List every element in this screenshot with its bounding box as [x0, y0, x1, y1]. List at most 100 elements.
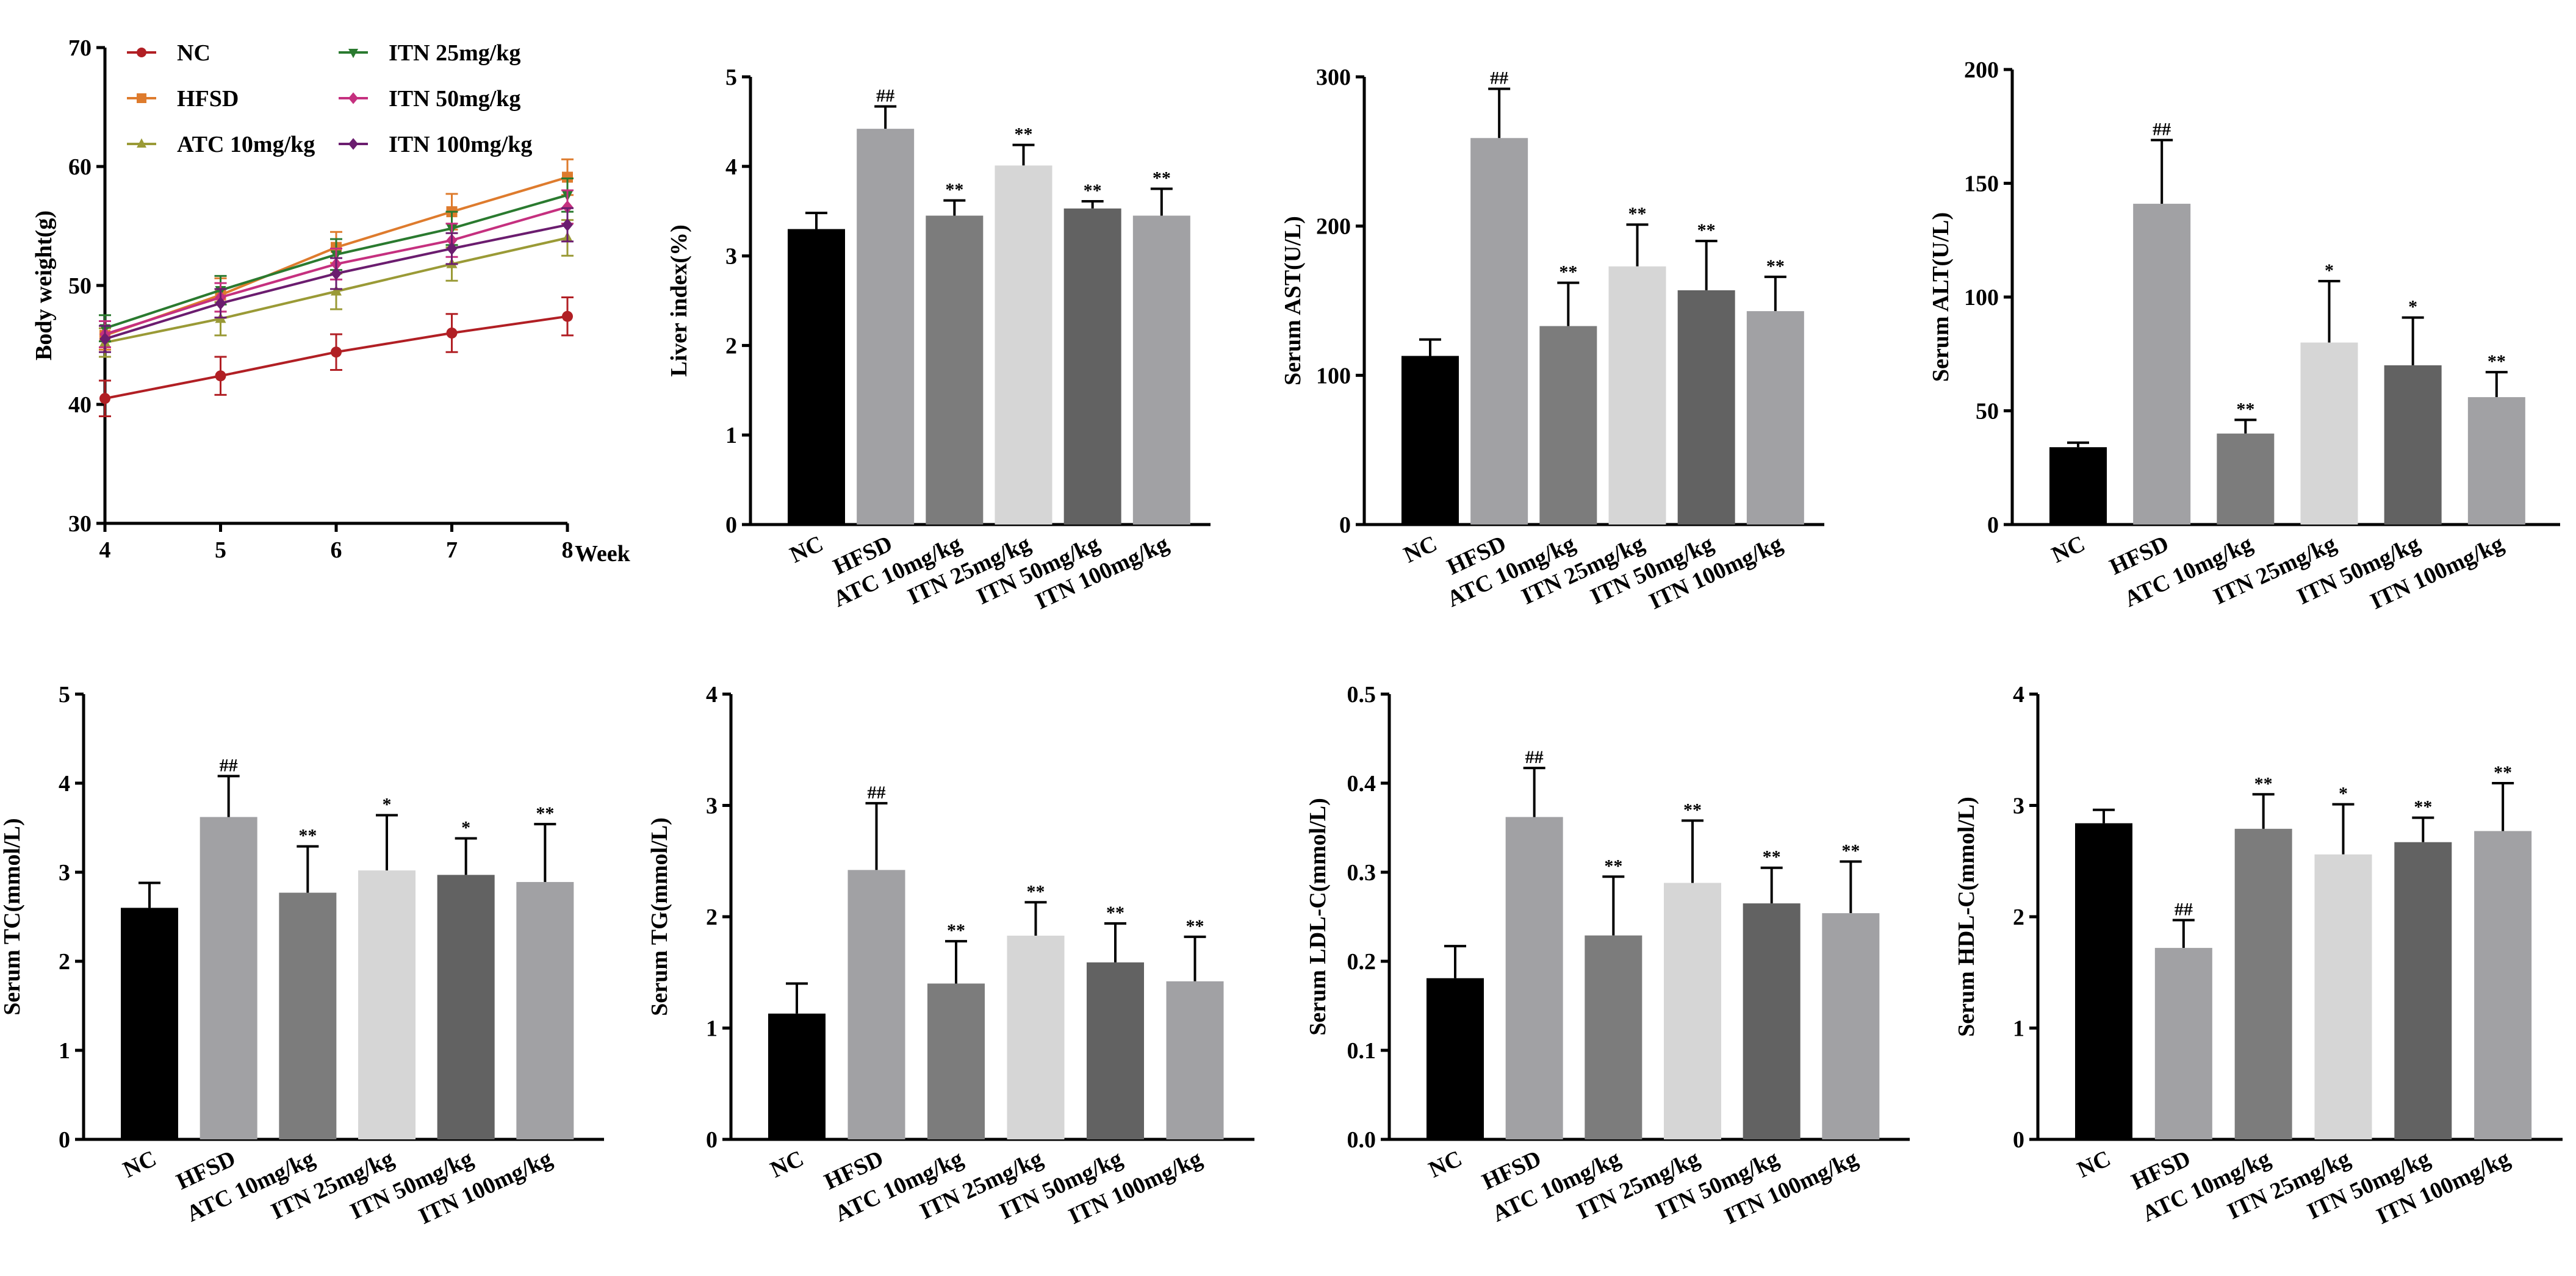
legend-marker	[137, 138, 146, 148]
significance-label: **	[2494, 762, 2512, 783]
bar-hfsd: ##HFSD	[2106, 120, 2191, 580]
y-tick-label: 2	[59, 949, 70, 975]
significance-label: **	[1841, 841, 1860, 861]
significance-label: **	[2488, 351, 2506, 371]
x-tick-label: NC	[2048, 531, 2089, 568]
y-tick-label: 0	[2013, 1127, 2024, 1153]
data-point	[331, 267, 342, 281]
significance-label: **	[945, 180, 963, 200]
y-axis-label: Serum ALT(U/L)	[1928, 212, 1954, 382]
legend: NC HFSD ATC 10mg/kg ITN 25mg/kg ITN 50mg/kg I…	[127, 40, 532, 157]
legend-label: ITN 100mg/kg	[389, 132, 532, 157]
bar-rect	[1007, 936, 1065, 1139]
bar-rect	[2394, 842, 2452, 1139]
x-tick-label: NC	[1425, 1145, 1466, 1183]
legend-label: HFSD	[177, 86, 239, 112]
bar-rect	[2314, 854, 2372, 1139]
y-tick-label: 60	[68, 154, 92, 180]
significance-label: **	[2414, 797, 2432, 817]
bar-rect	[995, 165, 1052, 525]
x-tick-label: 5	[215, 537, 226, 563]
bar-rect	[1822, 913, 1880, 1139]
bar-rect	[2133, 204, 2191, 525]
y-axis-label: Serum TC(mmol/L)	[0, 818, 25, 1015]
y-tick-label: 5	[59, 682, 70, 708]
legend-marker	[137, 48, 146, 57]
significance-label: **	[1604, 856, 1622, 876]
bar-rect	[1585, 935, 1642, 1139]
y-axis-label: Serum LDL-C(mmol/L)	[1305, 798, 1331, 1035]
y-tick-label: 1	[725, 423, 737, 448]
significance-label: *	[383, 795, 392, 815]
y-tick-label: 40	[68, 392, 92, 418]
bar-rect	[926, 215, 984, 525]
y-tick-label: 0	[725, 512, 737, 538]
bar-rect	[1132, 215, 1190, 525]
significance-label: ##	[220, 755, 238, 775]
y-tick-label: 2	[725, 333, 737, 359]
bar-rect	[1608, 266, 1666, 525]
significance-label: **	[1628, 204, 1647, 224]
bar-rect	[927, 983, 985, 1139]
legend-label: NC	[177, 40, 210, 66]
significance-label: **	[1027, 881, 1045, 901]
y-tick-label: 30	[68, 511, 92, 537]
significance-label: **	[1084, 181, 1102, 201]
bar-rect	[857, 129, 915, 525]
significance-label: **	[2254, 773, 2273, 794]
bar-rect	[1677, 290, 1735, 525]
bar-nc: NC	[766, 982, 826, 1183]
bar-hfsd: ##HFSD	[2128, 899, 2212, 1195]
x-tick-label: NC	[786, 531, 827, 568]
x-tick-label: NC	[2073, 1145, 2114, 1183]
y-tick-label: 100	[1316, 363, 1351, 389]
x-tick-label: 8	[562, 537, 574, 563]
bar-rect	[2217, 433, 2275, 525]
y-tick-label: 0	[59, 1127, 70, 1153]
y-tick-label: 4	[2013, 682, 2024, 708]
data-point	[331, 285, 342, 296]
y-tick-label: 200	[1964, 57, 1999, 83]
bar-rect	[1505, 817, 1563, 1139]
bar-rect	[279, 892, 337, 1139]
bar-rect	[1539, 326, 1597, 525]
bar-rect	[2154, 948, 2212, 1139]
y-tick-label: 100	[1964, 285, 1999, 310]
significance-label: *	[2339, 784, 2348, 804]
x-axis-label: Week	[575, 541, 631, 567]
bar-rect	[847, 870, 905, 1139]
series-nc	[99, 296, 574, 417]
significance-label: ##	[2175, 899, 2193, 919]
x-tick-label: NC	[766, 1145, 807, 1183]
significance-label: ##	[876, 85, 894, 106]
data-point	[215, 296, 226, 310]
data-point	[446, 328, 458, 339]
y-tick-label: 0.3	[1347, 860, 1376, 886]
legend-marker	[137, 93, 146, 103]
significance-label: **	[1683, 800, 1702, 820]
x-tick-label: NC	[1400, 531, 1441, 568]
bar-rect	[2234, 828, 2292, 1139]
x-tick-label: NC	[119, 1145, 160, 1183]
significance-label: *	[2325, 260, 2334, 281]
legend-label: ITN 25mg/kg	[389, 40, 520, 66]
y-axis-label: Liver index(%)	[666, 224, 692, 376]
y-tick-label: 4	[725, 154, 737, 180]
bar-rect	[768, 1013, 826, 1139]
y-tick-label: 3	[725, 244, 737, 270]
significance-label: **	[947, 920, 965, 941]
y-axis-label: Serum AST(U/L)	[1280, 216, 1306, 385]
data-point	[99, 332, 110, 346]
data-point	[99, 393, 110, 404]
y-tick-label: 50	[68, 273, 92, 299]
significance-label: **	[1015, 124, 1033, 145]
bar-rect	[1087, 962, 1144, 1139]
y-tick-label: 0.2	[1347, 949, 1376, 975]
significance-label: **	[1106, 903, 1124, 923]
data-point	[562, 171, 573, 183]
bar-hfsd: ##HFSD	[173, 755, 257, 1195]
